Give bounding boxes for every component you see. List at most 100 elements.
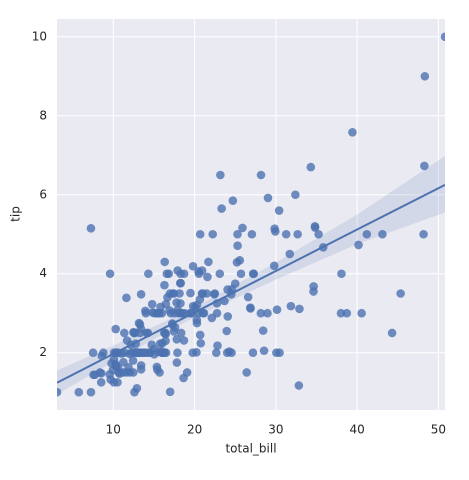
point [306,162,316,172]
point [247,229,257,239]
point [256,308,266,318]
point [387,328,397,338]
point [440,32,445,42]
x-tick-label: 30 [268,423,283,437]
point [147,299,157,309]
point [242,368,251,377]
point [223,312,233,321]
point [285,249,295,259]
y-tick-label: 10 [32,29,47,43]
point [147,340,157,350]
point [362,229,372,239]
point [172,358,182,367]
point [179,373,188,383]
point [233,241,242,251]
point [153,308,163,318]
point [176,328,186,338]
point [354,240,363,250]
point [243,292,253,302]
point [310,223,320,232]
point [272,348,281,358]
point [217,204,226,213]
point [173,348,182,358]
point [192,315,202,325]
point [176,299,185,308]
point [165,387,175,397]
point [378,229,387,239]
point [213,341,222,350]
point [96,378,106,387]
plot-background [57,19,445,410]
confidence-band [57,156,445,395]
point [209,289,219,299]
point [136,365,146,374]
point [155,368,164,377]
point [258,326,268,335]
point [248,348,258,358]
y-tick-label: 2 [39,345,47,359]
point [286,301,296,311]
point [357,308,366,318]
point [159,328,169,338]
point [295,304,304,314]
y-tick-label: 6 [39,187,47,201]
x-tick-label: 20 [187,423,202,437]
point [90,370,100,380]
point [232,257,242,267]
point [204,257,213,267]
point [419,229,428,239]
point [274,206,284,215]
point [57,387,62,397]
point [238,223,247,233]
point [135,328,145,338]
y-tick-label: 8 [39,108,47,122]
x-tick-label: 10 [106,423,121,437]
point [188,261,198,271]
point [188,348,198,358]
plot-area [57,19,445,410]
point [160,280,169,290]
point [144,269,153,279]
point [314,229,323,239]
point [269,261,279,271]
point [161,299,171,309]
point [175,289,184,298]
point [207,313,217,323]
point [270,224,279,234]
point [309,282,318,291]
point [197,289,207,298]
point [119,328,129,338]
point [208,229,218,239]
point [136,289,146,299]
point [175,278,185,288]
point [233,229,242,239]
point [133,348,143,358]
point [179,269,189,279]
point [246,303,255,313]
point [128,356,138,365]
point [196,338,206,348]
y-axis-label: tip [9,206,23,222]
point [348,128,357,137]
point [216,170,225,180]
point [195,229,205,239]
point [179,336,189,345]
point [107,359,116,368]
point [172,335,182,344]
point [161,336,170,346]
point [195,330,205,340]
x-tick-label: 50 [431,423,446,437]
point [121,368,131,377]
x-tick-label: 40 [350,423,365,437]
point [86,387,96,397]
point [111,324,120,334]
point [420,71,430,81]
point [203,272,212,282]
point [105,269,115,279]
point [120,348,129,358]
x-axis-label: total_bill [225,442,276,456]
point [194,269,204,279]
point [122,293,131,303]
